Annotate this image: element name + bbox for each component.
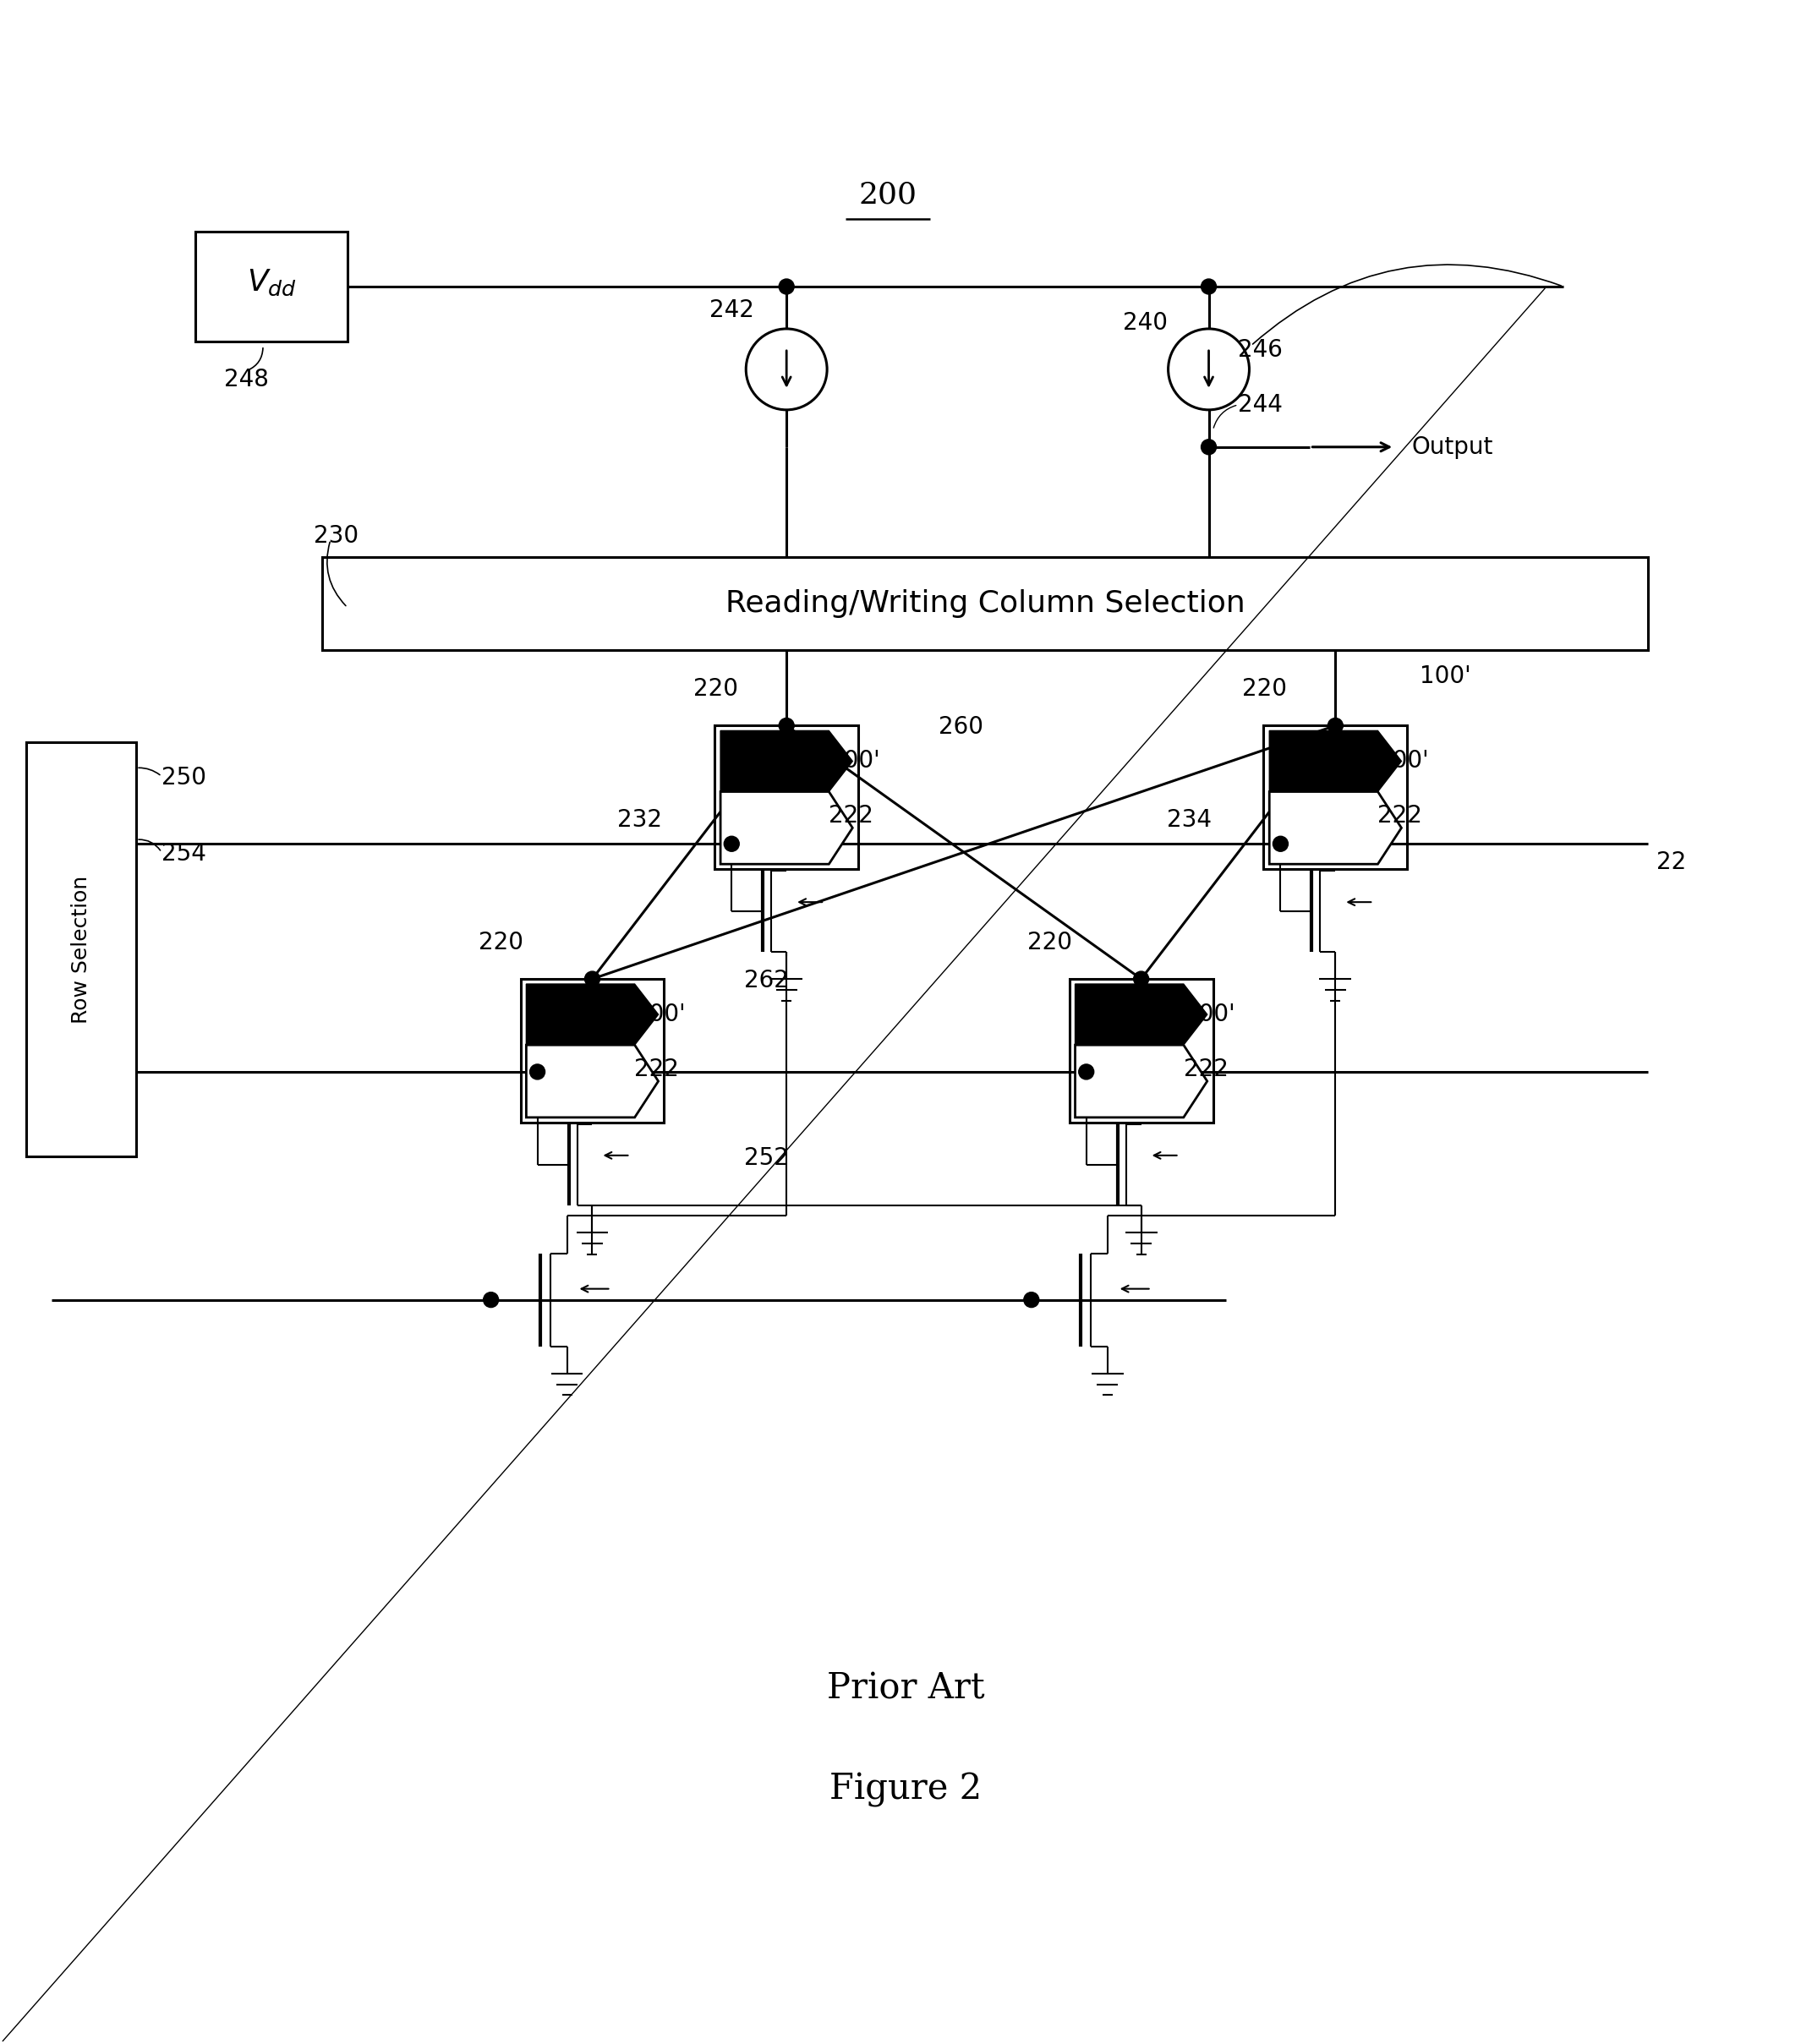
Text: 100': 100' (828, 750, 881, 773)
Text: 234: 234 (1167, 807, 1212, 832)
Text: 244: 244 (1238, 392, 1283, 417)
Circle shape (484, 1292, 498, 1308)
Text: 222: 222 (1377, 803, 1422, 828)
Circle shape (1328, 717, 1343, 734)
Text: 254: 254 (161, 842, 207, 867)
Polygon shape (721, 791, 853, 865)
Bar (1069, 979, 1212, 1122)
Text: 222: 222 (828, 803, 873, 828)
Text: 250: 250 (161, 766, 207, 789)
Text: 260: 260 (939, 715, 984, 740)
Text: Figure 2: Figure 2 (830, 1772, 982, 1807)
Circle shape (1078, 1065, 1094, 1079)
Circle shape (1134, 971, 1149, 987)
Text: 220: 220 (1243, 677, 1287, 701)
Polygon shape (1270, 791, 1401, 865)
Circle shape (529, 1065, 545, 1079)
Text: 230: 230 (313, 523, 359, 548)
Text: 100': 100' (1377, 750, 1430, 773)
Circle shape (779, 278, 794, 294)
Polygon shape (721, 730, 853, 791)
Bar (714, 726, 859, 869)
Text: 200: 200 (859, 180, 917, 208)
Text: Reading/Writing Column Selection: Reading/Writing Column Selection (725, 589, 1245, 617)
Bar (196, 231, 348, 341)
Text: 222: 222 (634, 1057, 680, 1081)
Text: 220: 220 (694, 677, 739, 701)
Polygon shape (525, 1044, 658, 1118)
Text: 246: 246 (1238, 337, 1283, 362)
Polygon shape (1270, 730, 1401, 791)
Text: 220: 220 (1027, 930, 1073, 955)
Text: 220: 220 (478, 930, 524, 955)
Polygon shape (525, 983, 658, 1044)
Circle shape (1272, 836, 1288, 852)
Text: 240: 240 (1123, 311, 1167, 335)
Bar (27, 742, 136, 1157)
Text: 232: 232 (618, 807, 663, 832)
Circle shape (725, 836, 739, 852)
Circle shape (585, 971, 600, 987)
Text: 252: 252 (745, 1147, 788, 1169)
Text: 262: 262 (745, 969, 788, 993)
Text: 248: 248 (223, 368, 268, 390)
Text: 242: 242 (708, 298, 754, 323)
Circle shape (779, 717, 794, 734)
Polygon shape (1075, 1044, 1207, 1118)
Bar (520, 979, 663, 1122)
Circle shape (1201, 278, 1216, 294)
Bar (1263, 726, 1408, 869)
Bar (323, 556, 1647, 650)
Text: 22: 22 (1656, 850, 1687, 875)
Text: 100': 100' (1421, 664, 1471, 689)
Text: $V_{dd}$: $V_{dd}$ (246, 268, 297, 296)
Text: 100': 100' (634, 1002, 685, 1026)
Text: 100': 100' (1183, 1002, 1234, 1026)
Polygon shape (1075, 983, 1207, 1044)
Text: Output: Output (1412, 435, 1493, 458)
Circle shape (1024, 1292, 1038, 1308)
Text: Prior Art: Prior Art (826, 1670, 986, 1707)
Text: 222: 222 (1183, 1057, 1229, 1081)
Text: Row Selection: Row Selection (71, 875, 92, 1024)
Circle shape (1201, 439, 1216, 454)
